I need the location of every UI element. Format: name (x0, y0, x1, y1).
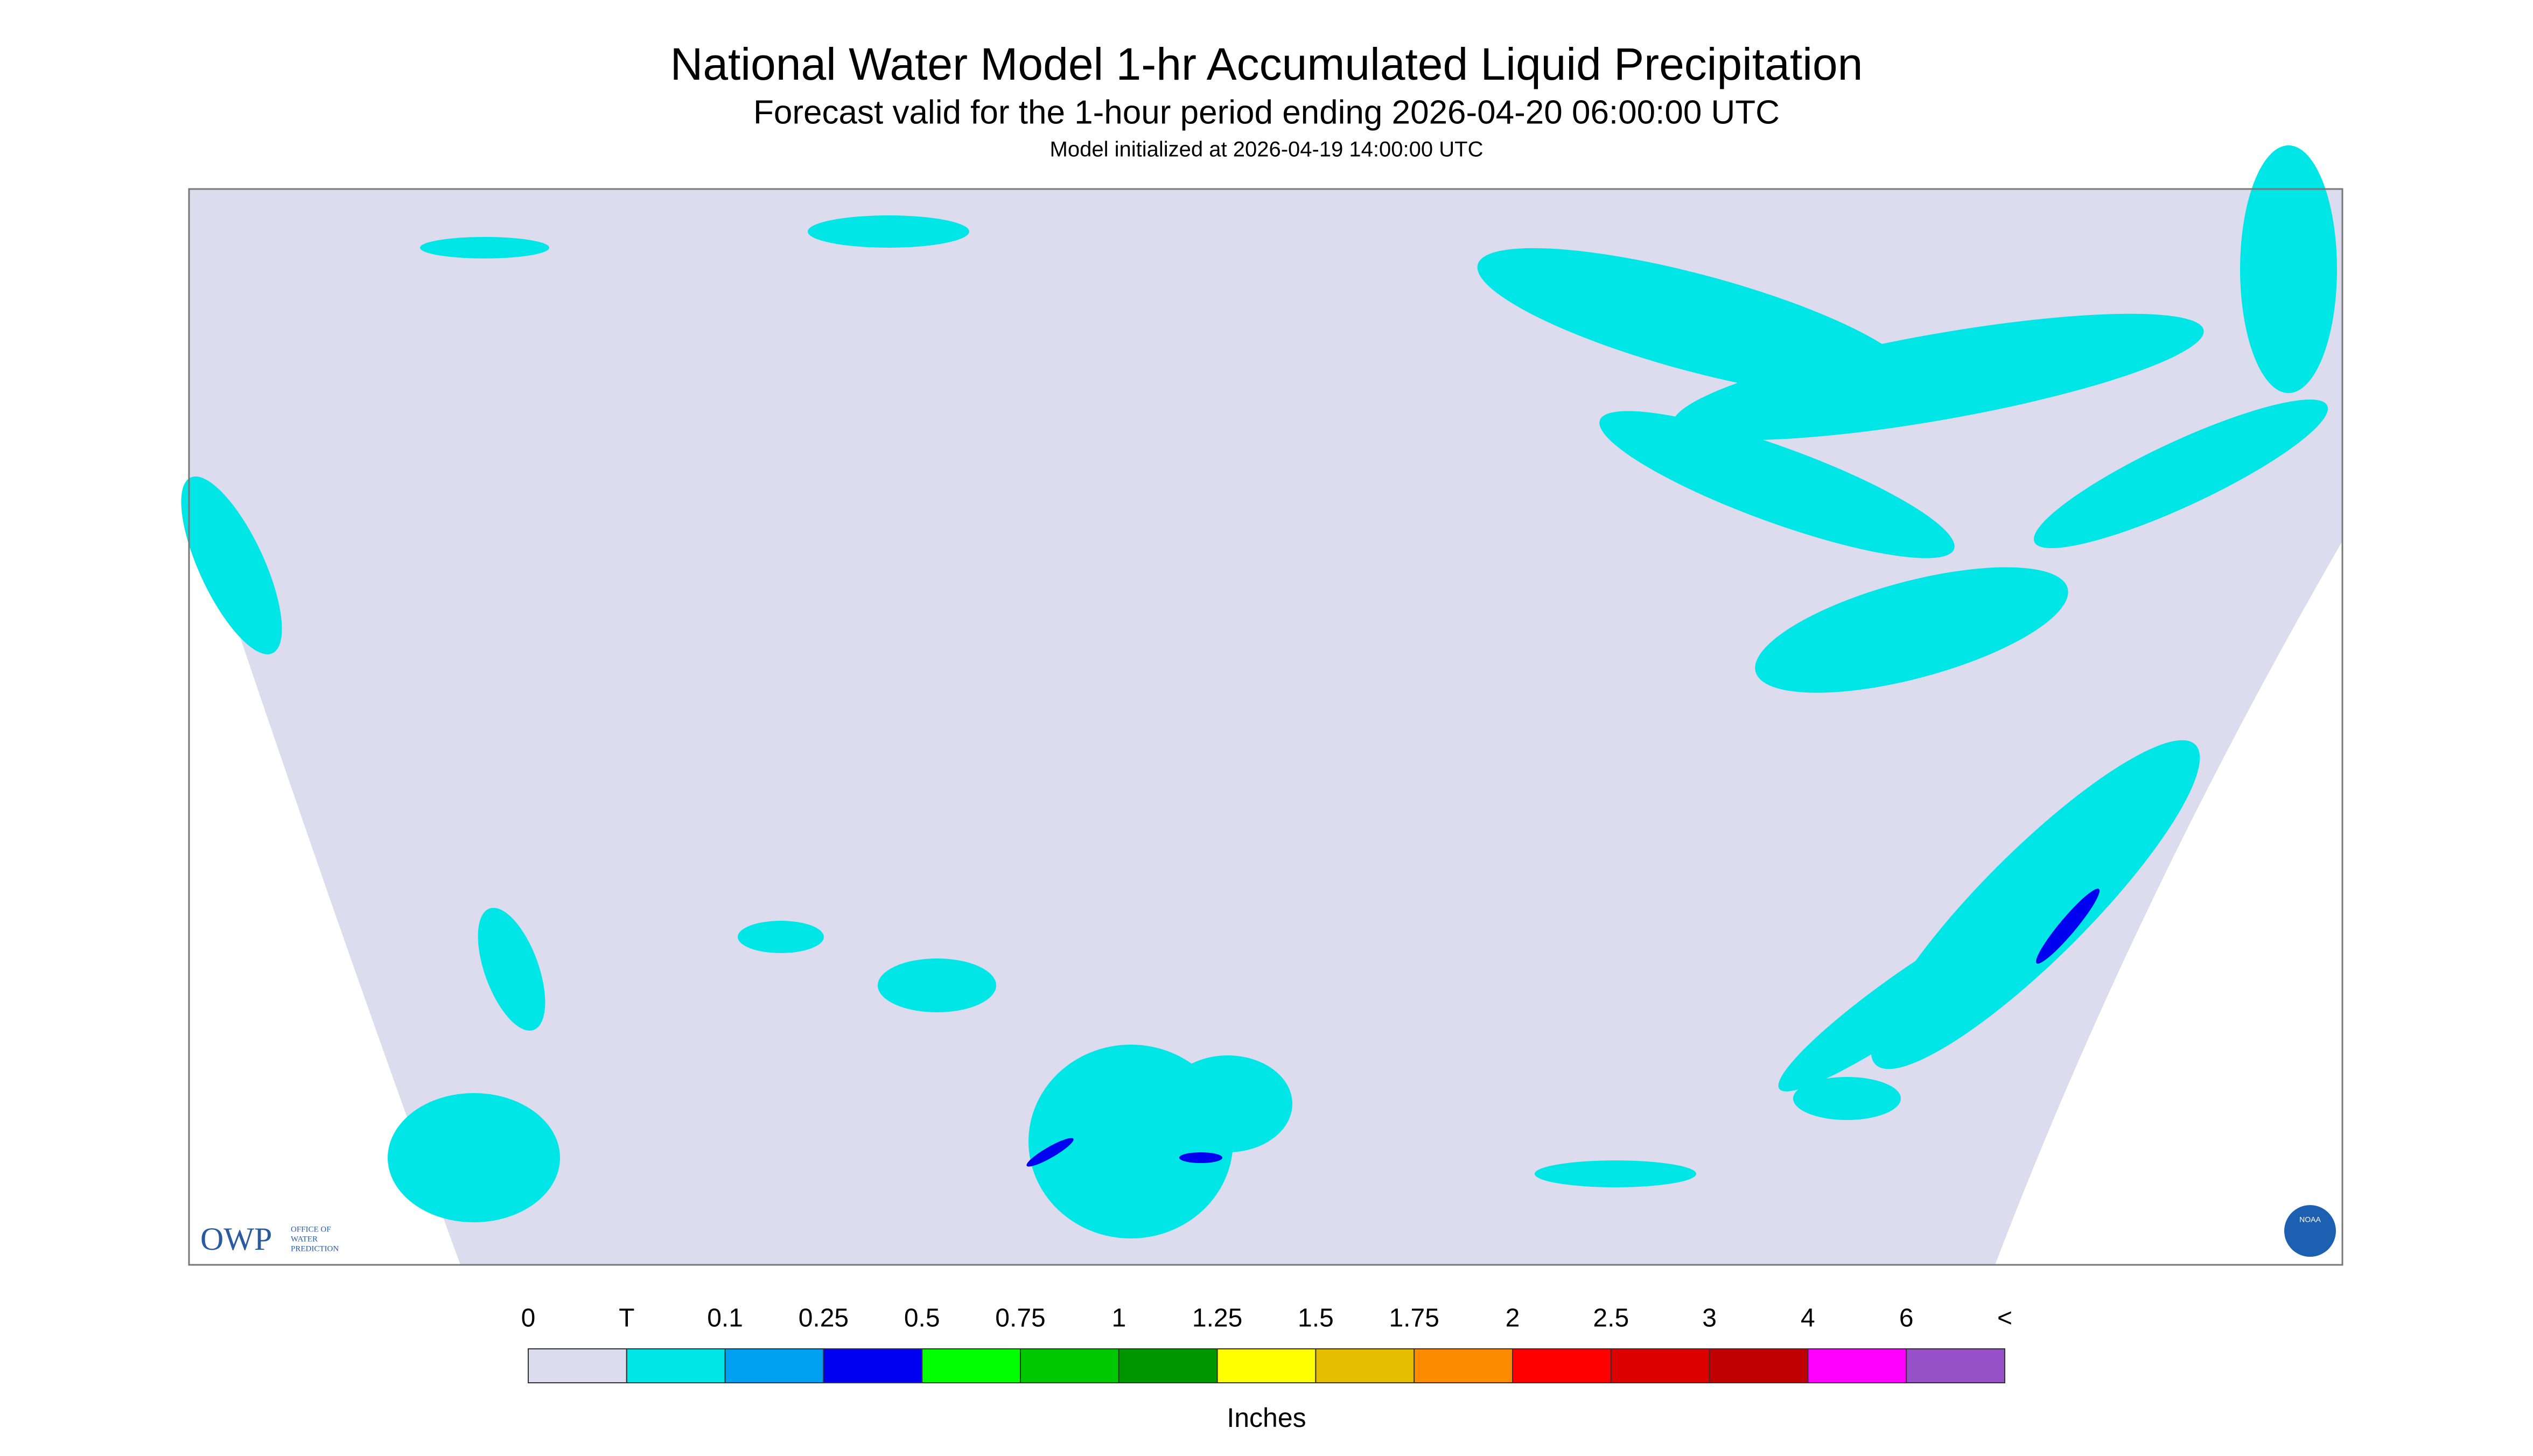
legend-label: 4 (1801, 1304, 1815, 1333)
legend-swatch (1020, 1348, 1119, 1383)
legend: 0 T 0.1 0.25 0.5 0.75 1 1.25 1.5 1.75 2 2.5 3 4 6 < (521, 1304, 2012, 1383)
legend-swatch (528, 1348, 627, 1383)
legend-label: 1 (1111, 1304, 1126, 1333)
projection-edge (1995, 541, 2342, 1265)
legend-label: 0.1 (707, 1304, 743, 1333)
legend-label: 0.5 (904, 1304, 940, 1333)
title: National Water Model 1-hr Accumulated Li… (670, 39, 1863, 89)
init-time: Model initialized at 2026-04-19 14:00:00… (1050, 138, 1484, 162)
legend-label: 0.25 (799, 1304, 849, 1333)
legend-label: 2.5 (1593, 1304, 1629, 1333)
legend-swatch (1414, 1348, 1513, 1383)
legend-label: 3 (1702, 1304, 1717, 1333)
subtitle: Forecast valid for the 1-hour period end… (753, 94, 1780, 131)
legend-label: 1.25 (1192, 1304, 1242, 1333)
legend-units: Inches (1227, 1403, 1306, 1433)
legend-swatch (1610, 1348, 1710, 1383)
owp-logo-text: PREDICTION (291, 1244, 339, 1253)
legend-swatch (626, 1348, 726, 1383)
legend-label: 0.75 (995, 1304, 1045, 1333)
legend-label: 1.75 (1389, 1304, 1439, 1333)
legend-label: 2 (1506, 1304, 1520, 1333)
legend-swatch (1807, 1348, 1907, 1383)
legend-swatch (1216, 1348, 1317, 1383)
noaa-logo (2284, 1205, 2336, 1257)
legend-label: 0 (521, 1304, 536, 1333)
legend-swatch (1512, 1348, 1612, 1383)
owp-logo-text: WATER (291, 1235, 318, 1243)
legend-swatch (921, 1348, 1021, 1383)
precip-heavy (1026, 888, 2100, 1167)
projection-edge (189, 485, 460, 1265)
noaa-logo-text: NOAA (2299, 1215, 2321, 1224)
map: OWP OFFICE OF WATER PREDICTION NOAA (181, 145, 2343, 1266)
legend-label: 6 (1899, 1304, 1914, 1333)
legend-swatch (823, 1348, 923, 1383)
legend-swatch (1906, 1348, 2005, 1383)
map-frame (188, 188, 2343, 1266)
legend-label: < (1997, 1304, 2012, 1333)
legend-swatch (1118, 1348, 1218, 1383)
legend-swatch (1315, 1348, 1415, 1383)
owp-logo: OWP (200, 1221, 272, 1257)
legend-swatch (724, 1348, 824, 1383)
legend-swatch (1709, 1348, 1809, 1383)
precip-areas (181, 145, 2337, 1238)
legend-label: T (619, 1304, 634, 1333)
legend-label: 1.5 (1298, 1304, 1334, 1333)
owp-logo-text: OFFICE OF (291, 1225, 331, 1234)
